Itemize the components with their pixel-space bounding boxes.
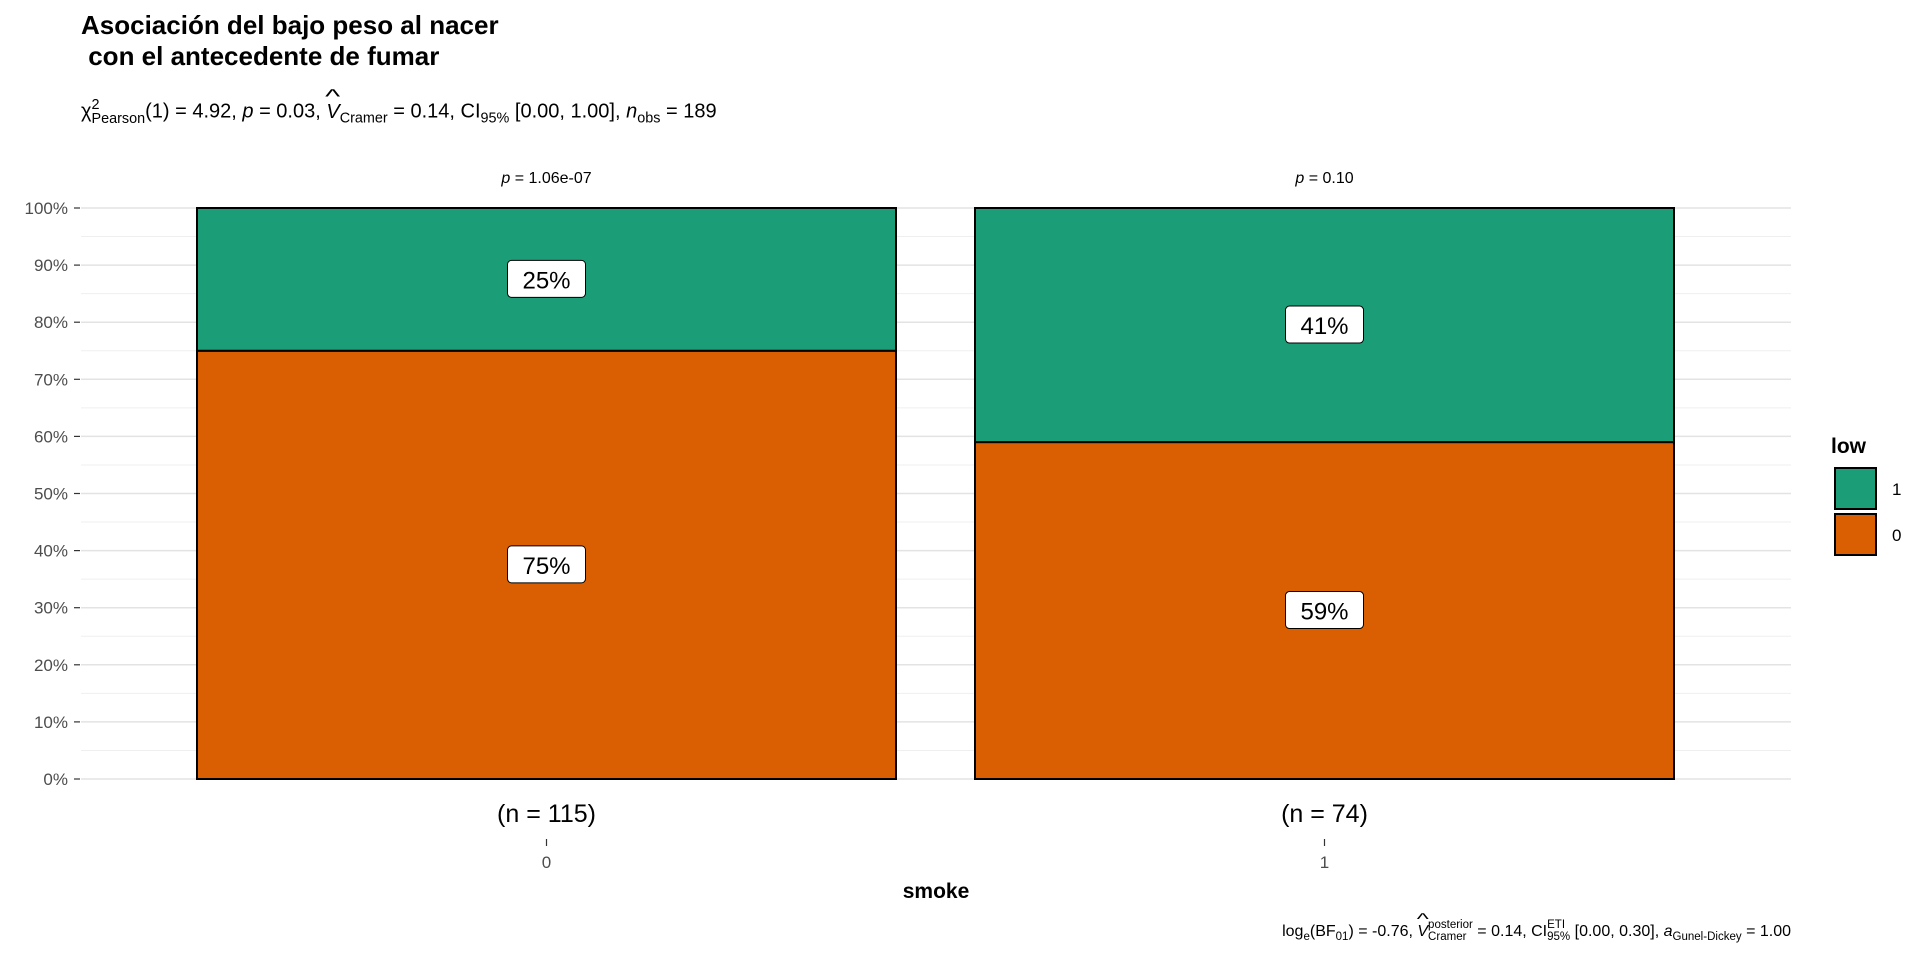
legend-title: low	[1831, 435, 1867, 458]
y-tick-label: 90%	[34, 256, 68, 275]
p-value-label: p = 0.10	[1294, 170, 1353, 187]
x-tick-label: 1	[1320, 853, 1329, 872]
p-value-label: p = 1.06e-07	[500, 170, 591, 187]
count-label: (n = 74)	[1281, 800, 1368, 828]
legend-key-1	[1834, 467, 1877, 510]
data-label: 25%	[522, 267, 570, 294]
data-label-box	[507, 259, 586, 298]
y-tick-label: 60%	[34, 427, 68, 446]
legend-key-0	[1834, 513, 1877, 556]
data-label-box	[507, 545, 586, 584]
data-label-box	[1285, 305, 1364, 344]
y-tick-label: 30%	[34, 599, 68, 618]
y-tick-label: 10%	[34, 713, 68, 732]
y-tick-label: 50%	[34, 485, 68, 504]
y-tick-label: 0%	[43, 770, 68, 789]
chart-title: Asociación del bajo peso al nacer con el…	[81, 10, 499, 71]
data-label: 59%	[1300, 599, 1348, 626]
y-tick-label: 80%	[34, 313, 68, 332]
y-tick-label: 100%	[25, 199, 68, 218]
count-label: (n = 115)	[497, 800, 596, 828]
data-label-box	[1285, 591, 1364, 630]
y-tick-label: 20%	[34, 656, 68, 675]
y-tick-label: 70%	[34, 370, 68, 389]
legend-label: 1	[1892, 480, 1901, 499]
data-label: 41%	[1300, 313, 1348, 340]
data-label: 75%	[522, 553, 570, 580]
legend-label: 0	[1892, 526, 1901, 545]
y-tick-label: 40%	[34, 542, 68, 561]
x-tick-label: 0	[542, 853, 551, 872]
x-axis-title: smoke	[903, 880, 970, 903]
